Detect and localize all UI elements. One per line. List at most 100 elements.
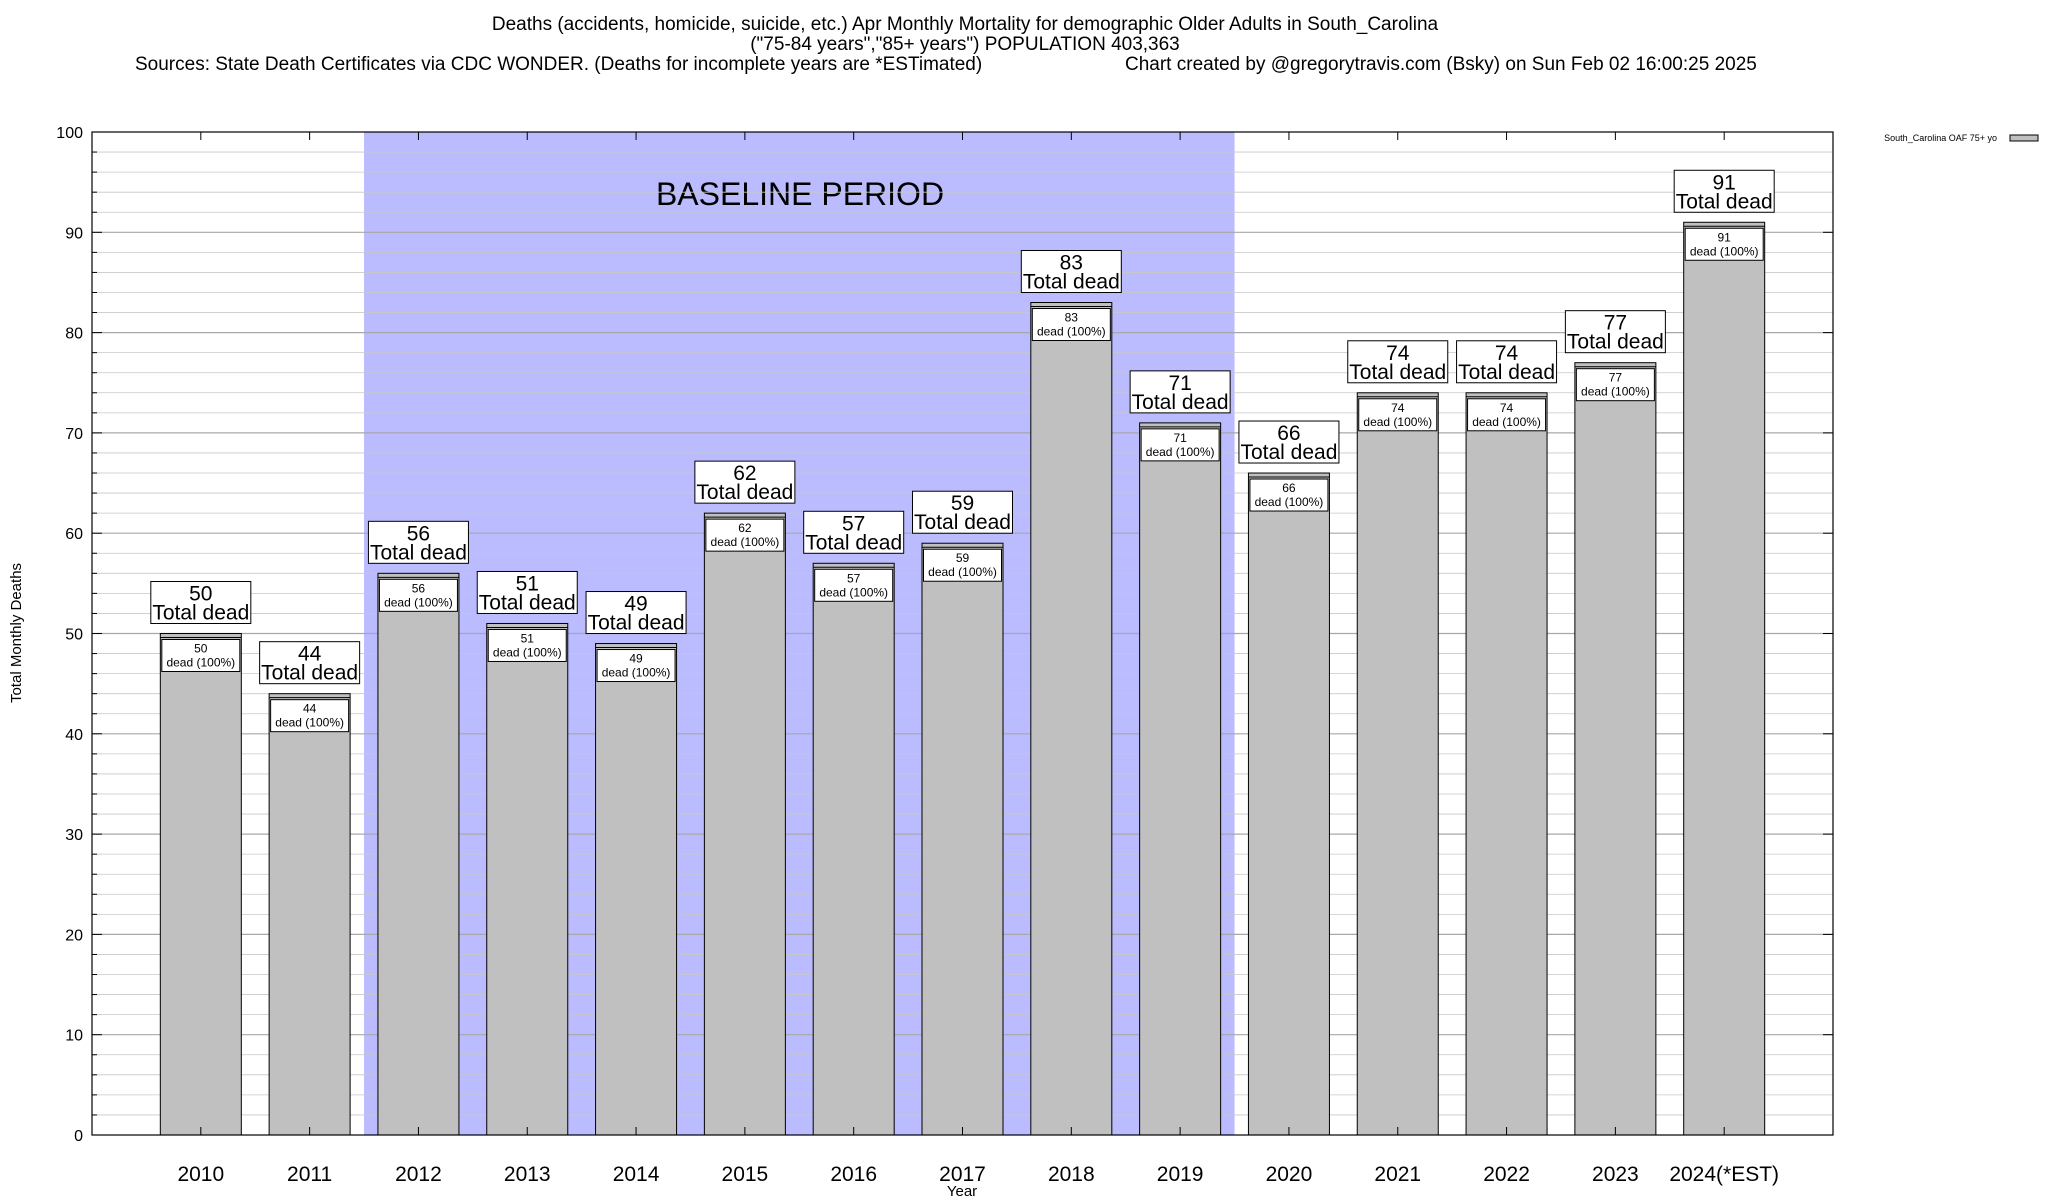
total-label-box: [1020, 250, 1122, 294]
inner-percent-label: dead (100%): [1255, 495, 1324, 509]
inner-value-label: 77: [1609, 371, 1623, 385]
x-tick-label: 2015: [722, 1163, 769, 1186]
x-tick-label: 2020: [1266, 1163, 1313, 1186]
inner-value-label: 44: [303, 702, 317, 716]
total-label-box: [1456, 340, 1558, 384]
total-dead-label: Total dead: [696, 481, 793, 504]
x-axis-title: Year: [947, 1183, 977, 1200]
bar: [595, 643, 678, 1136]
x-tick-label: 2023: [1592, 1163, 1639, 1186]
inner-label-box: [1358, 398, 1438, 432]
y-tick-label: 20: [65, 927, 83, 944]
total-value-label: 49: [624, 593, 647, 616]
total-dead-label: Total dead: [805, 531, 902, 554]
inner-percent-label: dead (100%): [1146, 445, 1215, 459]
x-tick-label: 2024(*EST): [1669, 1163, 1779, 1186]
inner-value-label: 50: [194, 642, 208, 656]
total-value-label: 74: [1495, 342, 1519, 365]
x-tick-label: 2014: [613, 1163, 660, 1186]
inner-label-box: [487, 628, 567, 662]
bar: [268, 693, 351, 1136]
inner-value-label: 51: [521, 631, 535, 645]
total-dead-label: Total dead: [1567, 331, 1664, 354]
total-value-label: 62: [733, 462, 756, 485]
legend-swatch: [2009, 134, 2039, 142]
chart-subtitle: ("75-84 years","85+ years") POPULATION 4…: [750, 34, 1180, 55]
total-label-box: [367, 520, 469, 564]
inner-value-label: 57: [847, 571, 861, 585]
total-label-box: [1347, 340, 1449, 384]
inner-value-label: 91: [1718, 230, 1732, 244]
total-value-label: 71: [1168, 372, 1191, 395]
total-label-box: [259, 641, 361, 685]
y-tick-label: 0: [74, 1128, 83, 1145]
inner-percent-label: dead (100%): [1363, 415, 1432, 429]
total-value-label: 91: [1713, 171, 1736, 194]
bar: [159, 633, 242, 1136]
total-dead-label: Total dead: [1240, 441, 1337, 464]
total-dead-label: Total dead: [479, 591, 576, 614]
inner-label-box: [1575, 368, 1655, 402]
x-tick-label: 2022: [1483, 1163, 1530, 1186]
bar: [1030, 302, 1113, 1136]
inner-percent-label: dead (100%): [1472, 415, 1541, 429]
inner-label-box: [1249, 478, 1329, 512]
inner-label-box: [378, 578, 458, 612]
x-tick-label: 2013: [504, 1163, 551, 1186]
inner-percent-label: dead (100%): [384, 595, 453, 609]
inner-label-box: [1031, 308, 1111, 342]
y-tick-label: 80: [65, 326, 83, 343]
total-value-label: 57: [842, 512, 865, 535]
total-label-box: [1238, 420, 1340, 464]
total-label-box: [1564, 310, 1666, 354]
y-tick-label: 70: [65, 426, 83, 443]
total-dead-label: Total dead: [914, 511, 1011, 534]
inner-percent-label: dead (100%): [275, 716, 344, 730]
x-tick-label: 2016: [830, 1163, 877, 1186]
total-value-label: 59: [951, 492, 974, 515]
x-tick-label: 2012: [395, 1163, 442, 1186]
total-label-box: [1673, 169, 1775, 213]
bar: [1356, 392, 1439, 1136]
total-dead-label: Total dead: [1349, 361, 1446, 384]
bar: [703, 512, 786, 1136]
inner-percent-label: dead (100%): [711, 535, 780, 549]
x-tick-label: 2021: [1374, 1163, 1421, 1186]
inner-value-label: 74: [1391, 401, 1405, 415]
x-tick-label: 2010: [177, 1163, 224, 1186]
inner-label-box: [1140, 428, 1220, 462]
inner-value-label: 71: [1173, 431, 1187, 445]
bar: [1574, 362, 1657, 1136]
inner-percent-label: dead (100%): [1037, 325, 1106, 339]
total-value-label: 74: [1386, 342, 1410, 365]
total-value-label: 50: [189, 583, 212, 606]
total-dead-label: Total dead: [1023, 271, 1120, 294]
inner-label-box: [705, 518, 785, 552]
inner-label-box: [596, 649, 676, 683]
total-label-box: [912, 490, 1013, 534]
total-label-box: [803, 510, 905, 554]
bar: [921, 542, 1004, 1136]
total-dead-label: Total dead: [152, 602, 249, 625]
total-dead-label: Total dead: [588, 612, 685, 635]
chart-credit: Chart created by @gregorytravis.com (Bsk…: [1125, 54, 1757, 75]
total-dead-label: Total dead: [370, 541, 467, 564]
chart-sources: Sources: State Death Certificates via CD…: [135, 54, 983, 75]
total-label-box: [694, 460, 796, 504]
inner-value-label: 49: [629, 652, 643, 666]
bar: [486, 622, 569, 1136]
y-tick-label: 40: [65, 727, 83, 744]
y-tick-label: 30: [65, 827, 83, 844]
y-axis-title: Total Monthly Deaths: [8, 563, 25, 703]
y-tick-label: 90: [65, 225, 83, 242]
inner-percent-label: dead (100%): [1690, 244, 1759, 258]
inner-percent-label: dead (100%): [493, 645, 562, 659]
inner-label-box: [923, 548, 1002, 582]
inner-value-label: 59: [956, 551, 970, 565]
total-dead-label: Total dead: [1458, 361, 1555, 384]
total-dead-label: Total dead: [261, 662, 358, 685]
total-value-label: 44: [298, 643, 322, 666]
total-value-label: 51: [516, 572, 539, 595]
y-tick-label: 50: [65, 627, 83, 644]
